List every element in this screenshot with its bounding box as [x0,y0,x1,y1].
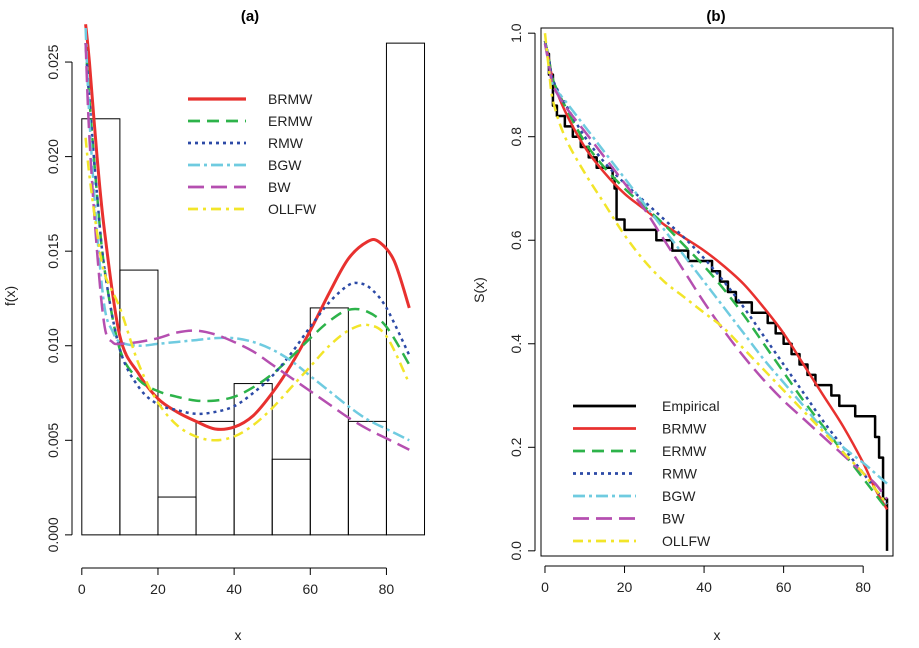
panel-a-x-tick-label: 40 [226,581,242,597]
panel-a-y-tick-label: 0.015 [45,233,61,268]
panel-a-legend-label-ollfw: OLLFW [268,201,317,217]
panel-a-x-tick-label: 60 [302,581,318,597]
histogram-bar [271,458,311,536]
panel-b-series-bw [543,43,889,500]
panel-b-x-tick-label: 40 [696,579,712,595]
panel-b: (b) x S(x) 0 20 40 60 80 0.0 0.2 0.4 0.6 0.8 1.0 E… [471,8,894,643]
panel-a-curves [84,24,411,451]
panel-b-series-empirical [546,52,889,551]
panel-a-xlabel: x [235,627,242,643]
panel-a-series-rmw [84,43,411,416]
panel-b-x-tick-label: 80 [855,579,871,595]
panel-b-curves [543,33,889,551]
panel-b-y-tick-label: 0.2 [508,437,524,457]
panel-b-x-tick-label: 20 [617,579,633,595]
panel-a-series-ollfw [84,137,411,442]
panel-b-legend-label-empirical: Empirical [662,398,720,414]
panel-b-xlabel: x [714,627,721,643]
panel-b-legend-label-bw: BW [662,511,685,527]
panel-b-legend-label-bgw: BGW [662,488,696,504]
panel-b-legend-label-brmw: BRMW [662,421,707,437]
histogram-bar [233,383,273,536]
panel-a: (a) x f(x) 0 20 40 60 80 0.000 0.005 0.010 0.015… [2,8,426,643]
histogram-bar [119,269,159,536]
histogram-bar [309,307,349,536]
panel-b-y-tick-label: 1.0 [508,23,524,43]
panel-a-legend-label-brmw: BRMW [268,91,313,107]
panel-b-y-tick-label: 0.6 [508,230,524,250]
panel-a-legend-label-bw: BW [268,179,291,195]
panel-b-ylabel: S(x) [471,277,487,303]
panel-b-legend: Empirical BRMW ERMW RMW BGW BW OLLFW [573,398,720,549]
panel-a-legend-label-rmw: RMW [268,135,304,151]
panel-b-y-tick-label: 0.4 [508,334,524,354]
histogram-bar [347,420,387,536]
panel-a-x-tick-label: 0 [78,581,86,597]
panel-a-y-tick-label: 0.020 [45,139,61,174]
panel-a-legend-label-ermw: ERMW [268,113,313,129]
panel-a-y-tick-label: 0.005 [45,423,61,458]
panel-b-frame [540,27,894,557]
panel-a-axes: 0 20 40 60 80 0.000 0.005 0.010 0.015 0.020 0.025 [45,44,394,597]
panel-a-series-brmw [84,24,411,431]
panel-b-series-ollfw [543,33,889,505]
panel-b-plot-box [540,27,894,557]
panel-b-x-tick-label: 60 [776,579,792,595]
panel-a-series-bw [84,43,410,451]
panel-b-series-rmw [543,40,889,505]
panel-b-title: (b) [706,8,725,25]
panel-b-series-bgw [543,43,888,485]
panel-b-series-ermw [543,40,889,511]
panel-a-y-tick-label: 0.000 [45,517,61,552]
panel-a-series-ermw [84,43,411,403]
panel-b-legend-label-rmw: RMW [662,466,698,482]
panel-a-series-bgw [84,27,410,442]
panel-b-y-tick-label: 0.0 [508,541,524,561]
panel-a-legend: BRMW ERMW RMW BGW BW OLLFW [188,91,317,217]
panel-a-x-tick-label: 80 [379,581,395,597]
panel-a-y-tick-label: 0.010 [45,328,61,363]
panel-a-y-tick-label: 0.025 [45,44,61,79]
panel-b-legend-label-ollfw: OLLFW [662,533,711,549]
panel-b-series-brmw [543,40,889,511]
panel-b-legend-label-ermw: ERMW [662,443,707,459]
panel-a-histogram [81,42,426,536]
panel-a-title: (a) [241,8,259,25]
panel-b-x-tick-label: 0 [541,579,549,595]
histogram-bar [385,42,426,536]
panel-a-x-tick-label: 20 [150,581,166,597]
histogram-bar [157,496,197,536]
panel-a-legend-label-bgw: BGW [268,157,302,173]
panel-b-axes: 0 20 40 60 80 0.0 0.2 0.4 0.6 0.8 1.0 [508,23,871,595]
panel-b-y-tick-label: 0.8 [508,127,524,147]
panel-a-ylabel: f(x) [2,286,18,306]
